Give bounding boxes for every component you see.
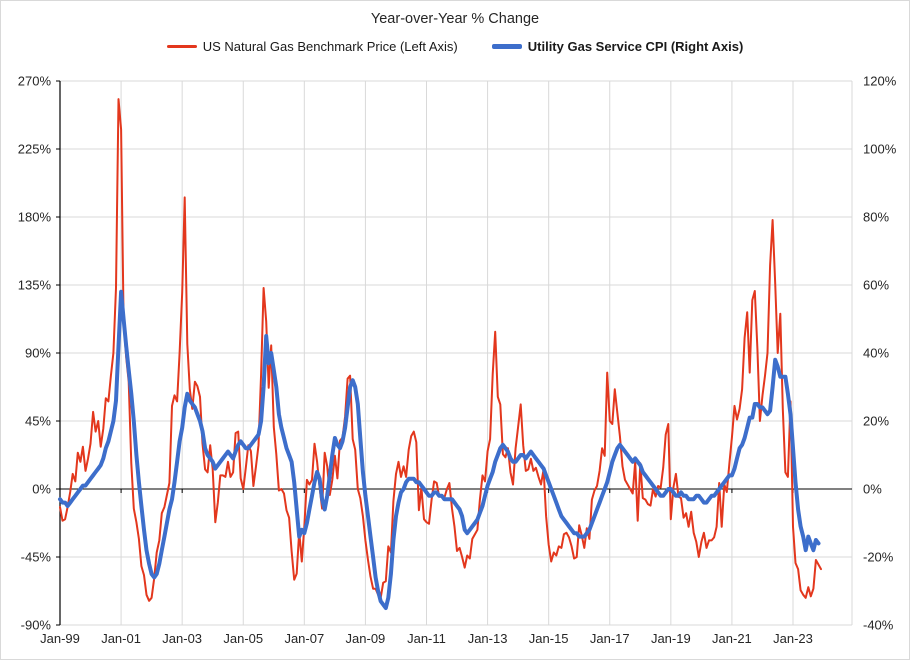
x-axis-tick-label: Jan-99 — [40, 631, 80, 646]
x-axis-tick-label: Jan-13 — [468, 631, 508, 646]
right-axis-tick-label: 0% — [863, 482, 882, 497]
blue-line-swatch-icon — [491, 44, 522, 49]
legend-label-natural-gas: US Natural Gas Benchmark Price (Left Axi… — [202, 39, 458, 54]
x-axis-tick-label: Jan-21 — [712, 631, 752, 646]
x-axis-tick-label: Jan-03 — [162, 631, 202, 646]
right-axis-tick-label: -20% — [863, 550, 894, 565]
chart-title: Year-over-Year % Change — [370, 11, 540, 27]
legend-label-cpi: Utility Gas Service CPI (Right Axis) — [527, 39, 744, 54]
x-axis-tick-label: Jan-07 — [284, 631, 324, 646]
left-axis-tick-label: -90% — [21, 618, 52, 633]
right-axis-tick-label: 100% — [863, 142, 897, 157]
left-axis-tick-label: 180% — [18, 210, 52, 225]
right-axis-tick-label: 120% — [863, 74, 897, 89]
right-axis-tick-label: 80% — [863, 210, 889, 225]
right-axis-tick-label: 60% — [863, 278, 889, 293]
x-axis-tick-label: Jan-09 — [346, 631, 386, 646]
left-axis-tick-label: 0% — [32, 482, 51, 497]
x-axis-tick-label: Jan-17 — [590, 631, 630, 646]
x-axis-tick-label: Jan-01 — [101, 631, 141, 646]
left-axis-tick-label: 225% — [18, 142, 52, 157]
x-axis-tick-label: Jan-11 — [407, 631, 446, 646]
legend-item-natural-gas: US Natural Gas Benchmark Price (Left Axi… — [166, 39, 458, 54]
x-axis-tick-label: Jan-15 — [529, 631, 569, 646]
x-axis-tick-label: Jan-19 — [651, 631, 691, 646]
left-axis-tick-label: 135% — [18, 278, 52, 293]
right-axis-tick-label: 40% — [863, 346, 889, 361]
x-axis-tick-label: Jan-05 — [223, 631, 263, 646]
left-axis-tick-label: -45% — [21, 550, 52, 565]
right-axis-tick-label: -40% — [863, 618, 894, 633]
left-axis-tick-label: 270% — [18, 74, 52, 89]
natural-gas-series-line — [59, 98, 822, 602]
chart-legend: US Natural Gas Benchmark Price (Left Axi… — [1, 39, 909, 54]
x-axis-tick-label: Jan-23 — [773, 631, 813, 646]
legend-item-cpi: Utility Gas Service CPI (Right Axis) — [491, 39, 744, 54]
left-axis-tick-label: 90% — [25, 346, 51, 361]
cpi-series-line — [58, 289, 821, 610]
right-axis-tick-label: 20% — [863, 414, 889, 429]
left-axis-tick-label: 45% — [25, 414, 51, 429]
red-line-swatch-icon — [166, 45, 197, 48]
